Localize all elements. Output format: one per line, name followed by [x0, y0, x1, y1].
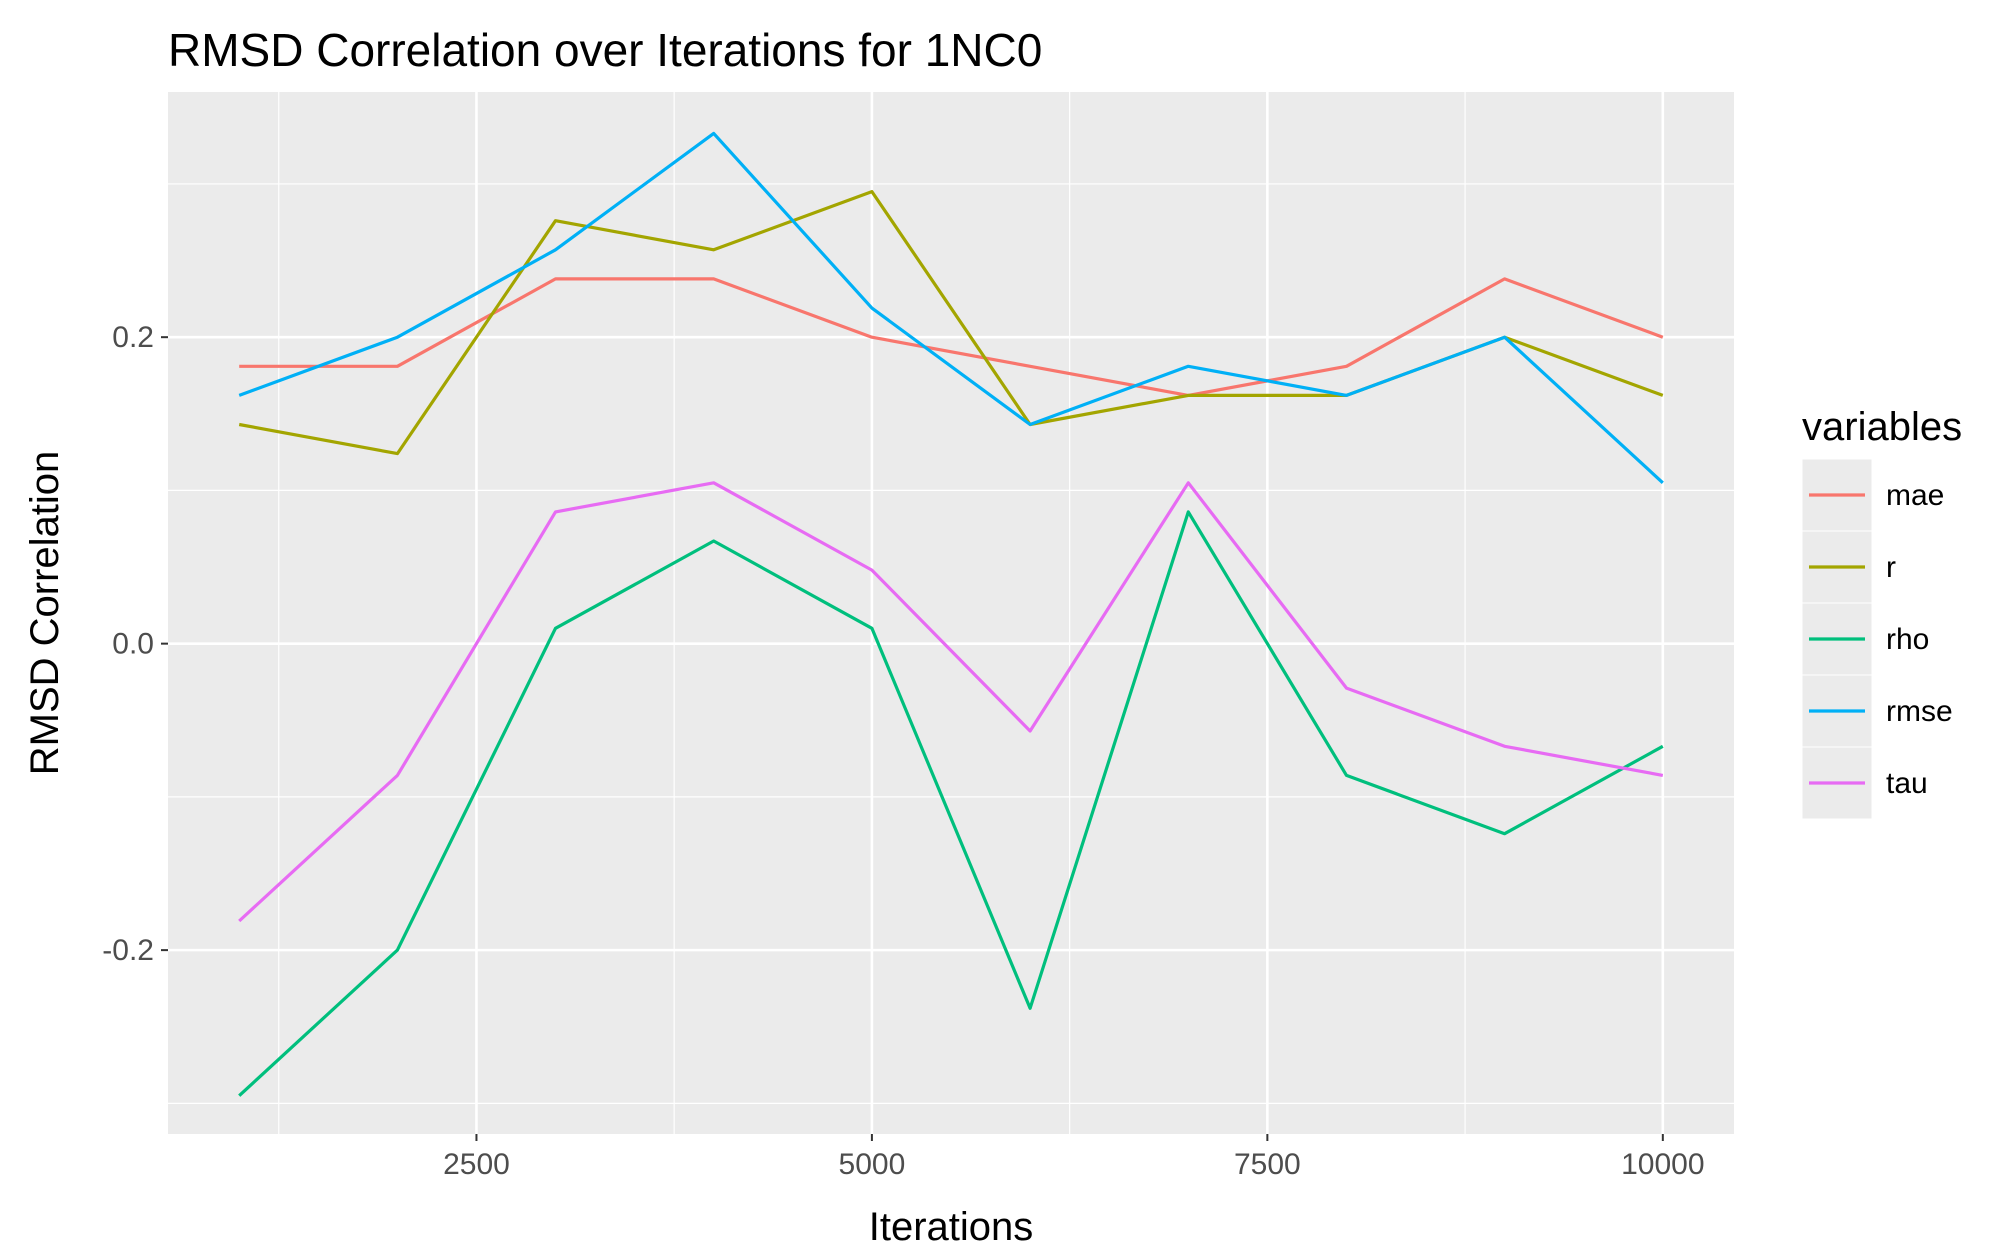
x-tick-label: 5000 — [839, 1148, 906, 1181]
chart-title: RMSD Correlation over Iterations for 1NC… — [168, 24, 1042, 76]
legend-label-tau: tau — [1886, 767, 1928, 800]
series-lines — [238, 131, 1664, 1097]
series-line-rho — [238, 510, 1664, 1097]
legend-title: variables — [1802, 405, 1962, 449]
x-axis-title: Iterations — [869, 1205, 1034, 1248]
legend-items: mae r rho rmse tau — [1801, 458, 1953, 820]
y-tick-label: -0.2 — [102, 934, 154, 967]
legend: variables mae r rho rmse tau — [1801, 405, 1962, 820]
legend-label-rmse: rmse — [1886, 695, 1953, 728]
y-tick-label: 0.0 — [112, 628, 154, 661]
grid-major — [168, 92, 1734, 1134]
legend-label-rho: rho — [1886, 623, 1929, 656]
legend-label-r: r — [1886, 551, 1896, 584]
plot-panel — [168, 92, 1734, 1134]
y-tick-label: 0.2 — [112, 321, 154, 354]
x-tick-label: 10000 — [1621, 1148, 1704, 1181]
legend-label-mae: mae — [1886, 479, 1944, 512]
x-tick-label: 7500 — [1234, 1148, 1301, 1181]
x-tick-label: 2500 — [443, 1148, 510, 1181]
series-line-rmse — [238, 131, 1664, 484]
series-line-tau — [238, 481, 1664, 923]
x-axis-ticks: 2500 5000 7500 10000 — [443, 1134, 1705, 1181]
y-axis-ticks: -0.2 0.0 0.2 — [102, 321, 168, 967]
grid-minor — [168, 92, 1734, 1134]
y-axis-title: RMSD Correlation — [23, 451, 67, 776]
series-line-mae — [239, 277, 1664, 397]
